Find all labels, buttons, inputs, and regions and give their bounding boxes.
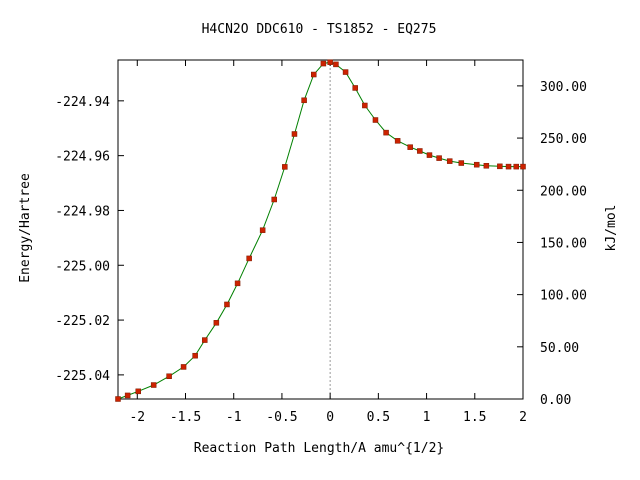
data-point: [180, 364, 187, 370]
data-point: [124, 392, 131, 399]
data-point: [320, 60, 327, 67]
data-point: [513, 163, 519, 170]
data-point: [271, 196, 277, 203]
data-point: [202, 337, 208, 343]
data-point: [394, 138, 401, 144]
y2-tick-label: 150.00: [540, 236, 587, 251]
data-point: [224, 301, 230, 308]
data-point: [520, 163, 526, 170]
data-point: [291, 131, 298, 137]
energy-curve: [117, 61, 523, 400]
x-tick-label: 0.5: [367, 410, 390, 425]
plot-area: -2 -1.5 -1 -0.5 0 0.5 1 1.5 2 -224.94 -224.96 -224.…: [55, 59, 587, 425]
y-tick-label: -225.02: [55, 314, 110, 329]
data-point: [352, 85, 358, 91]
data-point: [372, 117, 379, 123]
x-tick-label: 1: [423, 410, 431, 425]
data-point: [436, 155, 442, 161]
y2-tick-label: 200.00: [540, 184, 587, 199]
x-tick-label: 1.5: [463, 410, 486, 425]
data-point: [446, 158, 453, 164]
x-tick-label: -2: [129, 410, 145, 425]
data-point: [259, 227, 266, 233]
chart-title: H4CN2O DDC610 - TS1852 - EQ275: [202, 22, 437, 37]
data-point: [407, 144, 413, 150]
x-tick-label: -0.5: [266, 410, 297, 425]
y2-tick-label: 50.00: [540, 341, 579, 356]
data-point: [473, 161, 480, 168]
data-point: [497, 163, 503, 170]
data-point: [246, 255, 252, 262]
data-point: [505, 163, 512, 170]
y-tick-label: -224.98: [55, 204, 110, 219]
data-point: [311, 71, 317, 78]
data-point: [192, 352, 198, 359]
x-tick-label: -1: [226, 410, 242, 425]
x-tick-label: 2: [519, 410, 527, 425]
y2-tick-label: 300.00: [540, 80, 587, 95]
data-point: [383, 129, 389, 136]
x-tick-label: 0: [326, 410, 334, 425]
y2-axis-title: kJ/mol: [604, 205, 619, 252]
data-point: [426, 152, 433, 158]
y2-tick-label: 0.00: [540, 393, 571, 408]
y-tick-label: -225.04: [55, 369, 110, 384]
plot-frame: [117, 59, 524, 400]
data-point: [234, 280, 241, 287]
y-tick-label: -224.96: [55, 150, 110, 165]
x-axis-title: Reaction Path Length/A amu^{1/2}: [194, 441, 444, 456]
data-point: [417, 148, 423, 154]
y-tick-label: -224.94: [55, 95, 110, 110]
y-axis-title: Energy/Hartree: [18, 173, 33, 283]
data-point: [362, 102, 368, 109]
data-point: [135, 388, 141, 395]
data-point: [458, 160, 465, 166]
x-tick-label: -1.5: [170, 410, 201, 425]
data-point: [150, 382, 157, 388]
y2-tick-label: 250.00: [540, 132, 587, 147]
data-point: [282, 164, 288, 170]
data-point: [342, 69, 349, 75]
data-point: [115, 396, 121, 402]
y-tick-label: -225.00: [55, 259, 110, 274]
data-point: [327, 59, 333, 65]
data-point: [333, 61, 339, 68]
data-point: [483, 163, 490, 169]
data-point: [301, 97, 307, 104]
data-point: [213, 320, 220, 326]
data-point: [166, 373, 172, 380]
y2-tick-label: 100.00: [540, 289, 587, 304]
